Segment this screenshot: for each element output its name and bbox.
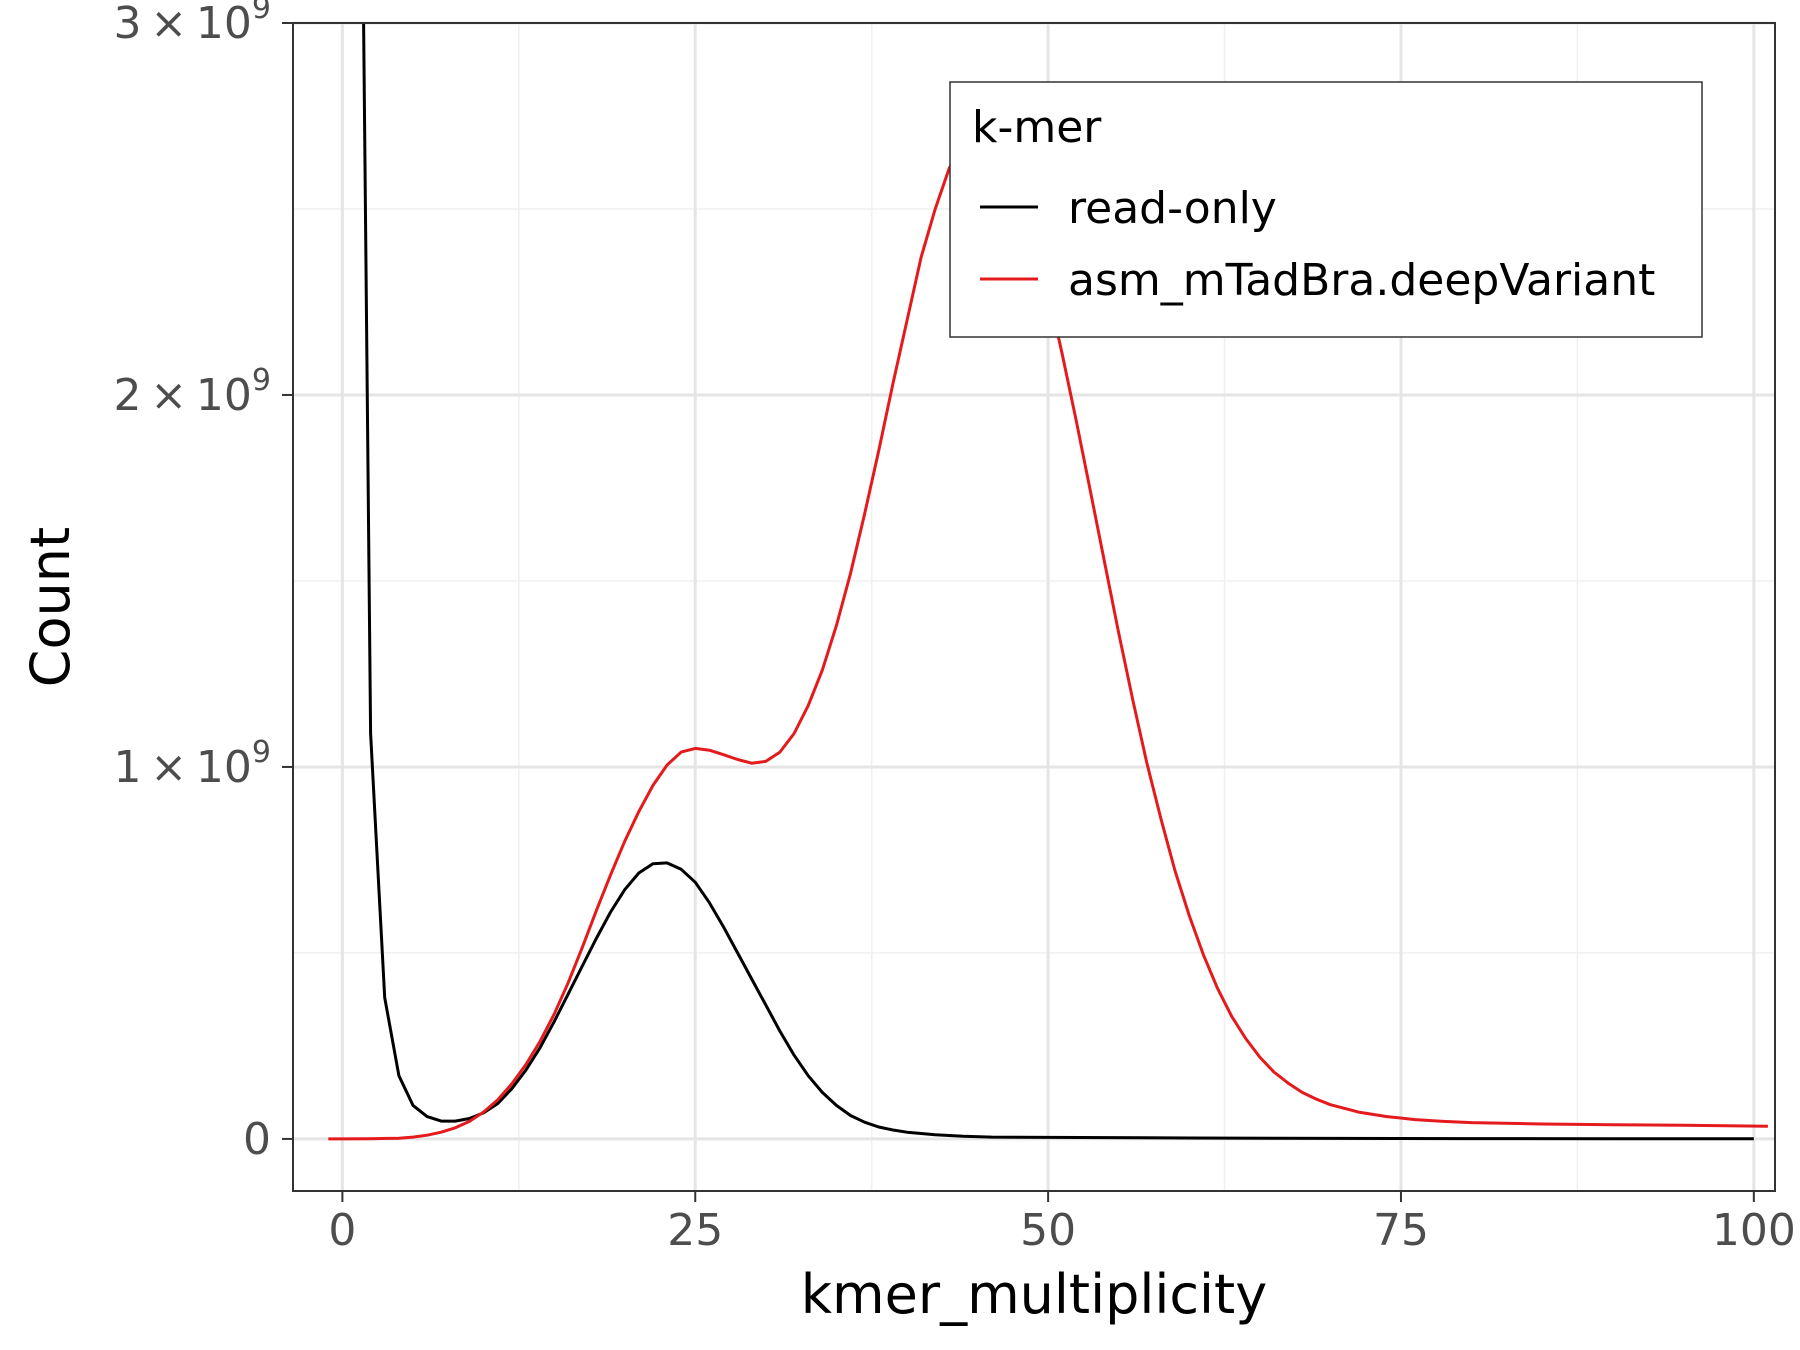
x-tick-label: 75	[1373, 1205, 1429, 1256]
x-tick-label: 100	[1712, 1205, 1796, 1256]
legend-title: k-mer	[972, 102, 1102, 153]
x-axis: 0 25 50 75 100	[328, 1191, 1796, 1256]
y-tick-label: 3 × 109	[113, 0, 271, 49]
legend-label-asm-mtadbra-deepvariant: asm_mTadBra.deepVariant	[1068, 255, 1655, 306]
plot-panel-border	[292, 22, 1776, 1192]
legend-box	[949, 81, 1703, 338]
y-tick-label: 0	[243, 1114, 271, 1165]
x-axis-title: kmer_multiplicity	[801, 1263, 1267, 1326]
y-axis: 0 1 × 109 2 × 109 3 × 109	[113, 0, 293, 1165]
series-line-asm-mtadbra-deepvariant	[328, 129, 1768, 1141]
x-tick-label: 0	[328, 1205, 356, 1256]
x-tick-label: 50	[1020, 1205, 1076, 1256]
y-tick-label: 2 × 109	[113, 363, 271, 421]
y-axis-title: Count	[19, 527, 82, 687]
x-tick-label: 25	[667, 1205, 723, 1256]
series-line-read-only	[362, 23, 1754, 1141]
legend-label-read-only: read-only	[1068, 183, 1277, 234]
legend: k-mer read-only asm_mTadBra.deepVariant	[949, 81, 1703, 338]
y-tick-label: 1 × 109	[113, 735, 271, 793]
series-layer	[328, 23, 1768, 1141]
